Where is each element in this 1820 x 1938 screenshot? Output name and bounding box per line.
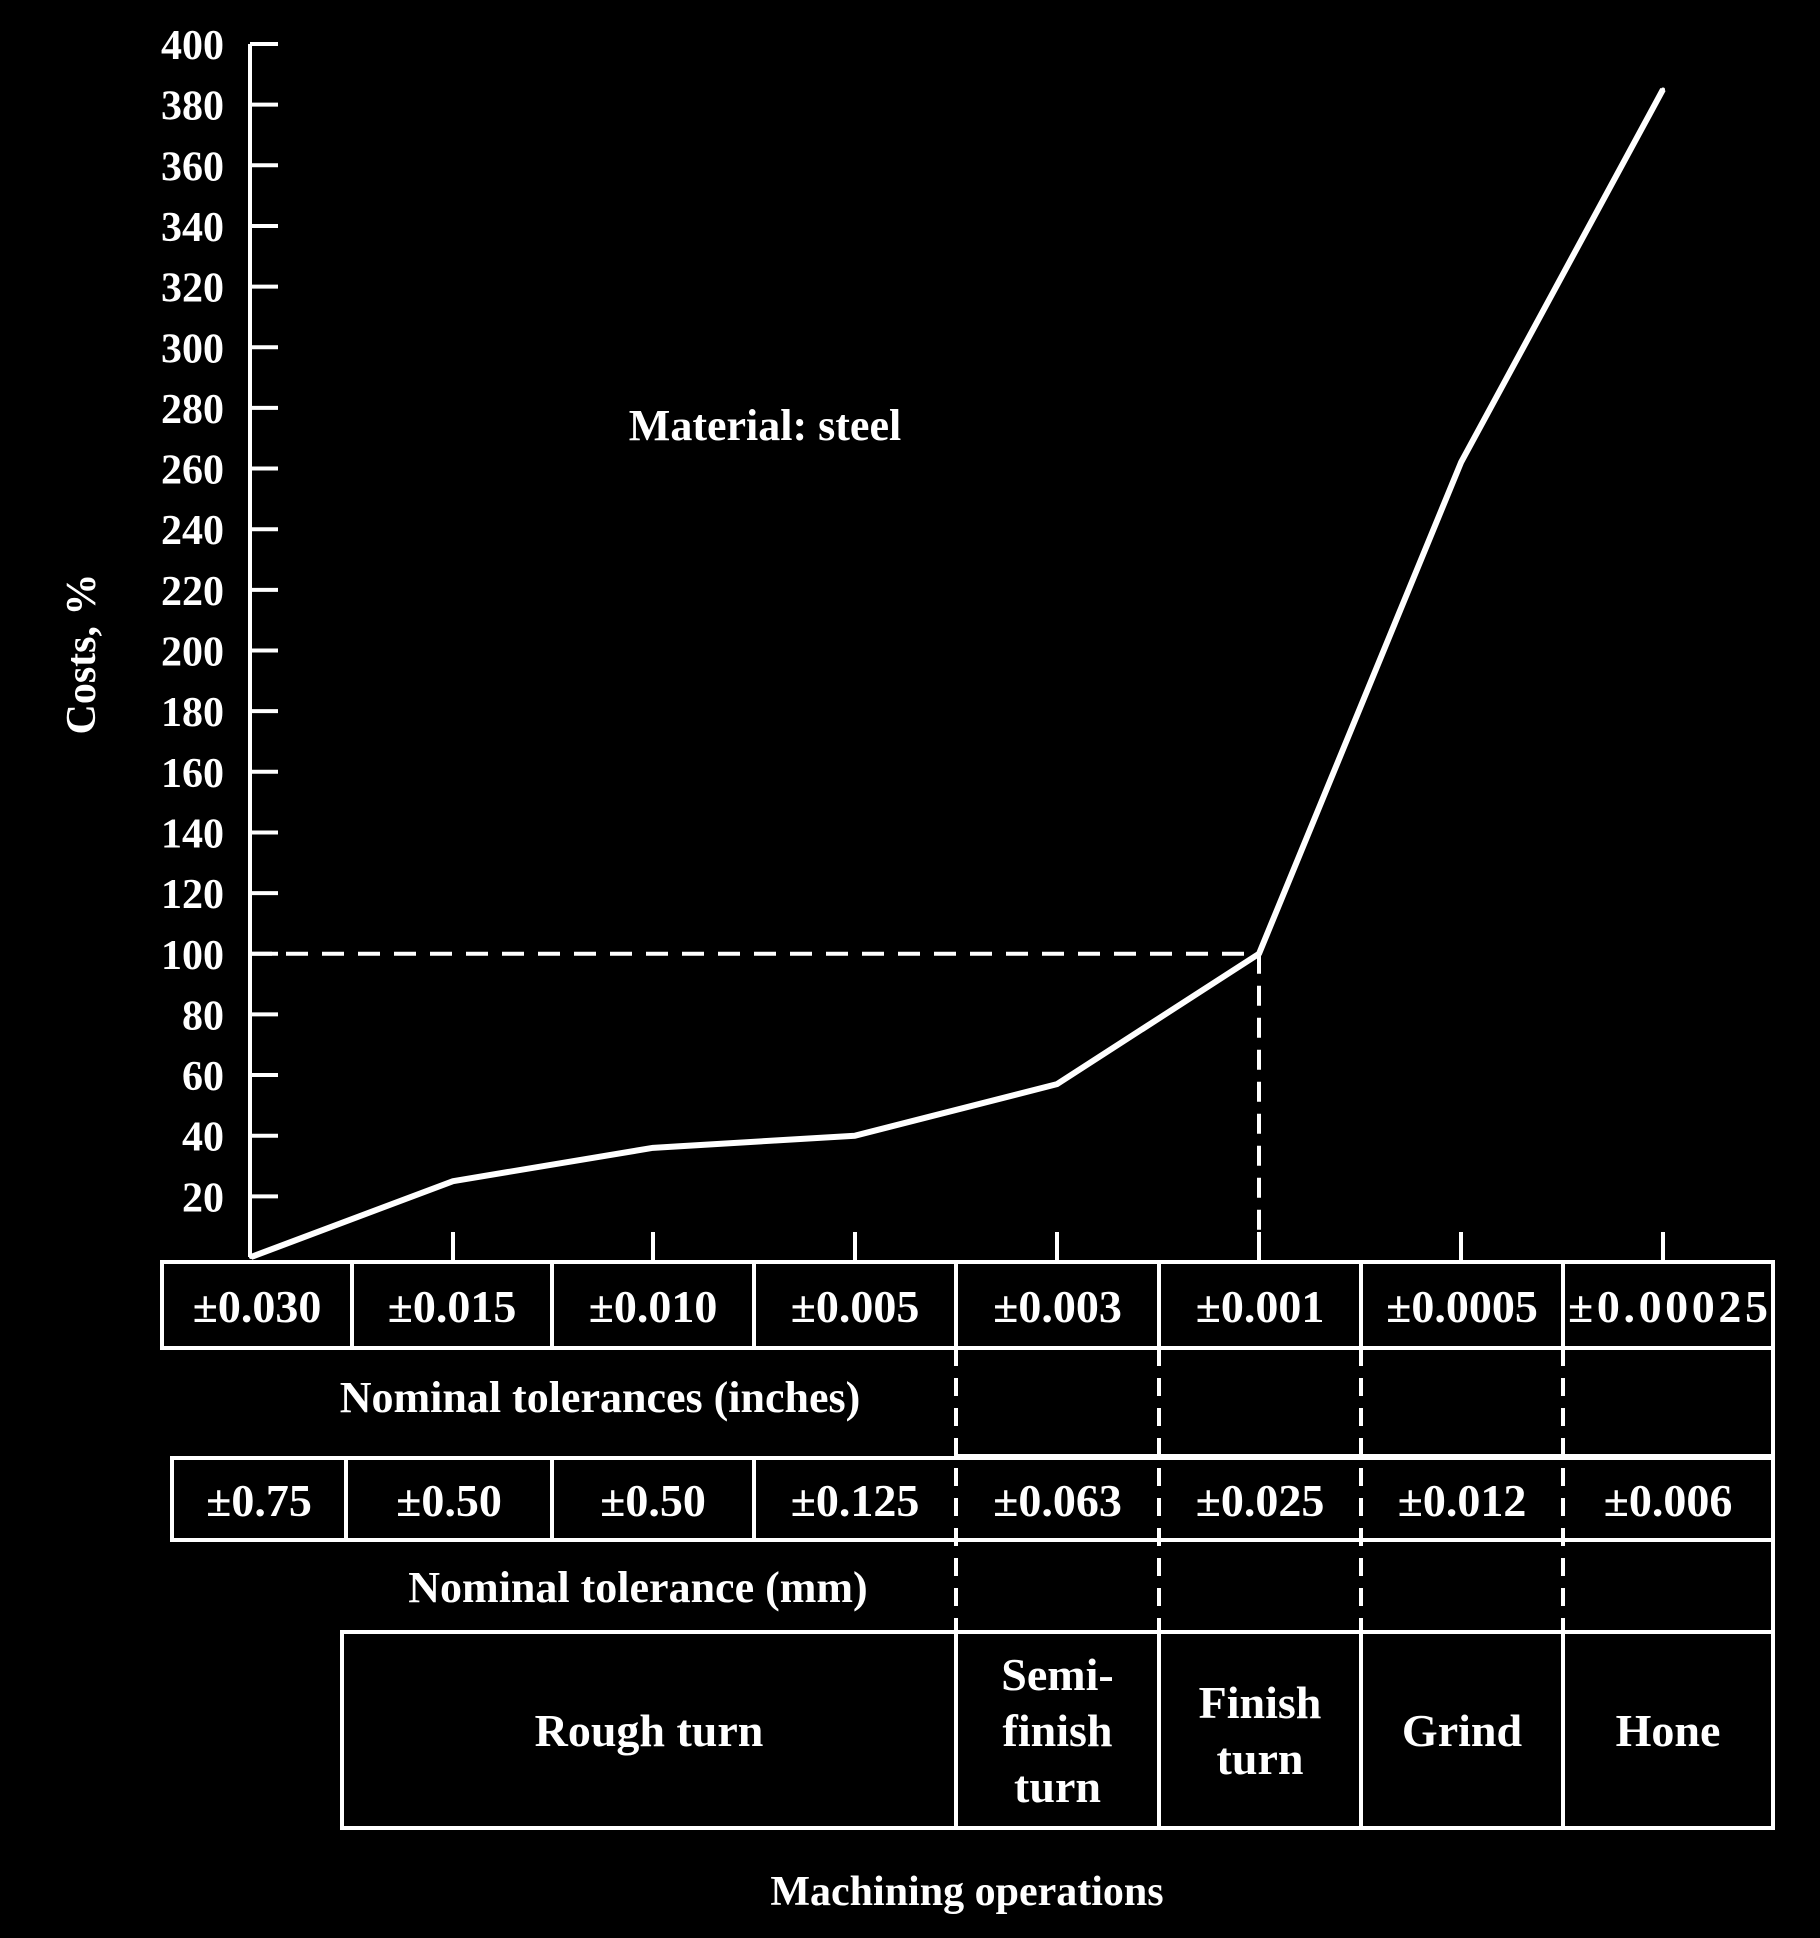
cost-series xyxy=(249,87,1666,1260)
mm-row-box xyxy=(170,1456,1775,1542)
y-tick-label-340: 340 xyxy=(161,205,224,251)
operation-1-line-0: Semi- xyxy=(1001,1649,1113,1700)
in-cell-2: ±0.010 xyxy=(589,1281,718,1332)
data-point-7 xyxy=(1661,87,1665,92)
data-point-1 xyxy=(451,1179,455,1184)
y-tick-label-240: 240 xyxy=(161,508,224,554)
y-tick-label-140: 140 xyxy=(161,811,224,857)
data-point-6 xyxy=(1459,460,1463,465)
y-tick-label-160: 160 xyxy=(161,751,224,797)
operation-2-line-1: turn xyxy=(1217,1733,1304,1784)
mm-cell-3: ±0.125 xyxy=(791,1475,920,1526)
y-tick-label-60: 60 xyxy=(182,1054,224,1100)
y-tick-label-200: 200 xyxy=(161,630,224,676)
axes: 20 40 60 80 100 120 140 160 180 200 220 240 260 280 30… xyxy=(161,23,1665,1262)
in-cell-3: ±0.005 xyxy=(791,1281,920,1332)
y-tick-label-320: 320 xyxy=(161,266,224,312)
y-tick-label-360: 360 xyxy=(161,144,224,190)
mm-cell-0: ±0.75 xyxy=(206,1475,312,1526)
y-tick-label-100: 100 xyxy=(161,933,224,979)
x-axis-title: Machining operations xyxy=(770,1869,1163,1915)
in-cell-6: ±0.0005 xyxy=(1386,1281,1538,1332)
operation-2-line-0: Finish xyxy=(1199,1677,1322,1728)
data-point-4 xyxy=(1055,1082,1059,1087)
in-cell-1: ±0.015 xyxy=(388,1281,517,1332)
operation-1-line-1: finish xyxy=(1003,1705,1113,1756)
in-cell-4: ±0.003 xyxy=(993,1281,1122,1332)
data-point-3 xyxy=(853,1133,857,1138)
in-cell-5: ±0.001 xyxy=(1196,1281,1325,1332)
operation-1-line-2: turn xyxy=(1014,1761,1101,1812)
mm-row-label: Nominal tolerance (mm) xyxy=(408,1563,867,1612)
y-tick-label-40: 40 xyxy=(182,1115,224,1161)
y-tick-label-280: 280 xyxy=(161,387,224,433)
data-point-2 xyxy=(651,1145,655,1150)
operation-4-line-0: Hone xyxy=(1616,1705,1721,1756)
y-tick-label-300: 300 xyxy=(161,326,224,372)
y-tick-label-180: 180 xyxy=(161,690,224,736)
annotation: Material: steel xyxy=(629,401,901,450)
y-tick-label-120: 120 xyxy=(161,872,224,918)
y-tick-label-380: 380 xyxy=(161,84,224,130)
y-tick-label-260: 260 xyxy=(161,448,224,494)
y-tick-label-80: 80 xyxy=(182,993,224,1039)
y-tick-label-400: 400 xyxy=(161,23,224,69)
mm-cell-1: ±0.50 xyxy=(396,1475,502,1526)
data-point-5 xyxy=(1257,951,1261,956)
in-row-label: Nominal tolerances (inches) xyxy=(340,1373,861,1422)
y-tick-label-20: 20 xyxy=(182,1175,224,1221)
mm-cell-4: ±0.063 xyxy=(993,1475,1122,1526)
operations-box xyxy=(340,1630,1775,1830)
in-row-box xyxy=(160,1260,1775,1350)
data-point-0 xyxy=(249,1255,253,1259)
cost-line xyxy=(249,88,1666,1260)
mm-cell-7: ±0.006 xyxy=(1604,1475,1733,1526)
in-cell-0: ±0.030 xyxy=(193,1281,322,1332)
reference-lines xyxy=(250,951,1261,1262)
operation-3-line-0: Grind xyxy=(1402,1705,1523,1756)
y-axis-title: Costs, % xyxy=(59,573,105,734)
tolerance-table: ±0.030 ±0.015 ±0.010 ±0.005 ±0.003 ±0.001 ±0.0… xyxy=(160,1260,1775,1830)
in-cell-7: ±0.00025 xyxy=(1568,1281,1768,1332)
mm-cell-5: ±0.025 xyxy=(1196,1475,1325,1526)
operation-0-line-0: Rough turn xyxy=(535,1705,764,1756)
y-tick-label-220: 220 xyxy=(161,569,224,615)
mm-cell-6: ±0.012 xyxy=(1398,1475,1527,1526)
mm-cell-2: ±0.50 xyxy=(600,1475,706,1526)
